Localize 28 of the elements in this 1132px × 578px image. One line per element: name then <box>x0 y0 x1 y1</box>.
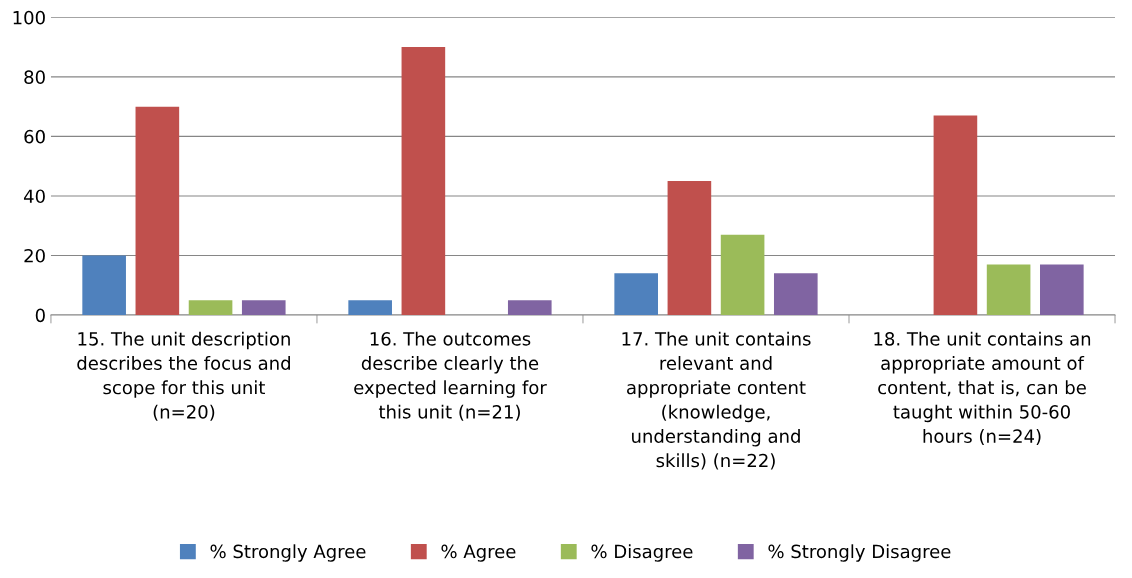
y-tick-label: 100 <box>13 10 45 25</box>
y-tick-label: 80 <box>24 70 45 84</box>
bar <box>507 300 552 316</box>
bar <box>614 273 658 316</box>
bar <box>348 300 392 316</box>
legend-label: % Agree <box>441 544 516 562</box>
bar <box>241 300 286 316</box>
legend-label: % Strongly Agree <box>210 544 366 562</box>
bar <box>135 106 180 316</box>
bar <box>773 273 818 316</box>
x-tick-label: 16. The outcomes describe clearly the expected learning for this unit (n=21) <box>354 331 547 421</box>
x-tick-label: 15. The unit description describes the focus and scope for this unit (n=20) <box>77 331 290 421</box>
x-tick-label: 17. The unit contains relevant and appropriate content (knowledge, understanding and skills) (n=22) <box>622 331 811 470</box>
bar <box>82 255 126 316</box>
y-tick-label: 20 <box>24 248 45 263</box>
legend-label: % Strongly Disagree <box>768 544 951 562</box>
y-tick-label: 60 <box>24 129 45 144</box>
legend-label: % Disagree <box>591 544 693 562</box>
y-tick-label: 0 <box>35 308 45 323</box>
bar <box>1040 264 1084 316</box>
bar <box>986 264 1031 316</box>
x-tick-label: 18. The unit contains an appropriate amount of content, that is, can be taught within 50-60 hours (n=24) <box>874 331 1091 446</box>
bar <box>720 234 765 316</box>
bar <box>188 300 233 316</box>
y-tick-label: 40 <box>23 189 45 204</box>
bar <box>401 47 446 316</box>
bar <box>667 181 712 316</box>
bar <box>933 115 978 316</box>
